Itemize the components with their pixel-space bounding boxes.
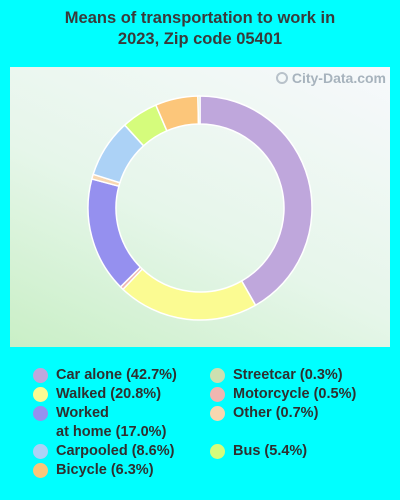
donut-slice-1 bbox=[121, 267, 257, 321]
watermark-text: City-Data.com bbox=[291, 70, 386, 86]
chart-title: Means of transportation to work in 2023, … bbox=[64, 9, 336, 48]
donut-slice-8 bbox=[197, 95, 201, 125]
search-icon bbox=[275, 72, 288, 84]
donut-slice-0 bbox=[199, 95, 313, 307]
watermark: City-Data.com bbox=[275, 70, 386, 86]
donut-slice-3 bbox=[87, 178, 142, 288]
